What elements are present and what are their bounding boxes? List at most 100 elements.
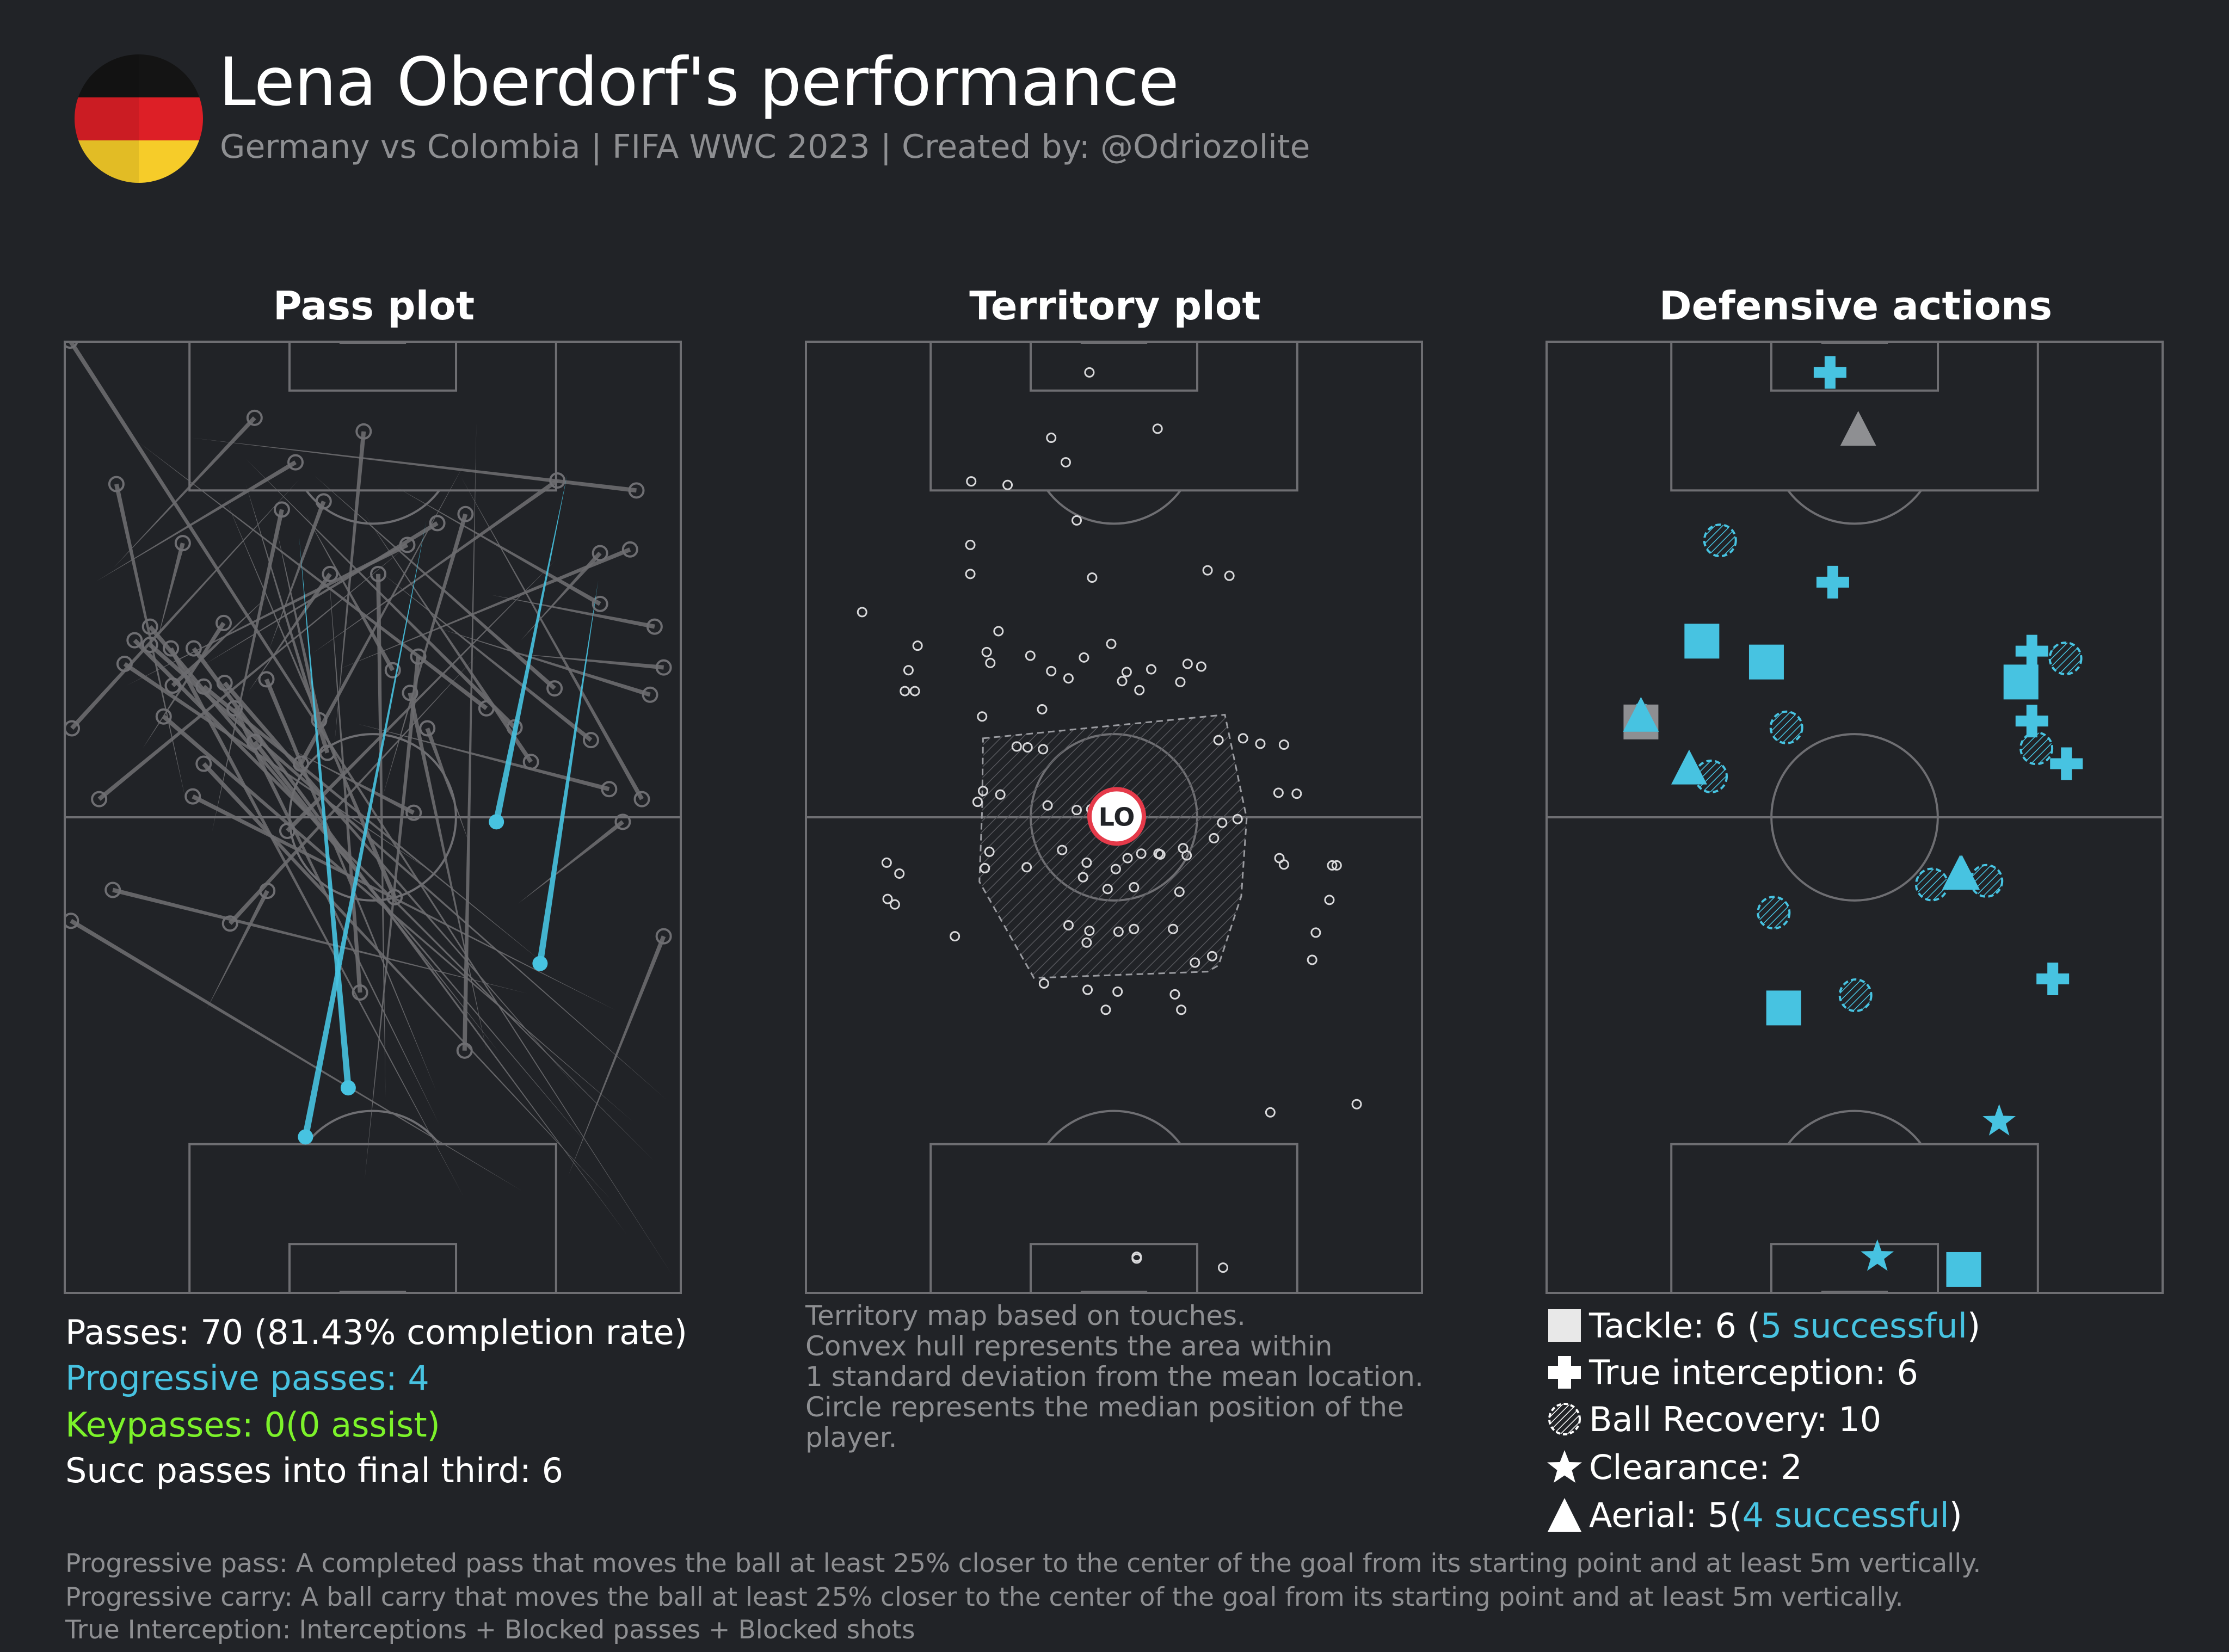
legend-tackle-label: Tackle: 6 (	[1589, 1305, 1760, 1346]
pass-line-line	[364, 513, 533, 763]
penalty-area-top	[1670, 341, 2039, 492]
pass-start-point	[126, 632, 143, 649]
pass-start-point	[410, 648, 427, 665]
legend-tackle-suffix: )	[1967, 1305, 1981, 1346]
pitch-lines	[805, 341, 1423, 1294]
defensive-actions-title: Defensive actions	[1659, 283, 2053, 329]
touch-point	[881, 857, 892, 868]
pass-line	[64, 479, 299, 737]
pass-start-point	[155, 708, 172, 725]
territory-note: Territory map based on touches. Convex h…	[805, 1300, 1469, 1453]
touch-point	[966, 476, 977, 487]
touch-point	[1122, 853, 1133, 864]
median-position-label: LO	[1099, 802, 1135, 831]
touch-point	[1327, 860, 1338, 871]
touch-point	[1100, 1004, 1111, 1015]
pass-line	[113, 409, 263, 568]
touch-point	[894, 868, 905, 879]
pass-start-point	[646, 618, 663, 635]
pass-line-line	[336, 547, 631, 670]
pass-line-line	[568, 935, 666, 1176]
touch-point	[1134, 685, 1145, 695]
progressive-pass-start-point	[532, 956, 548, 971]
pass-start-point	[273, 501, 290, 518]
territory-note-line: Convex hull represents the area within	[805, 1330, 1333, 1362]
pass-start-point	[215, 614, 232, 631]
penalty-arc-top	[1787, 490, 1922, 525]
penalty-area-top	[188, 341, 557, 492]
pass-line	[419, 720, 470, 843]
pass-line-line	[190, 437, 637, 493]
pass-line	[248, 565, 338, 692]
touch-point	[1217, 1262, 1228, 1273]
pass-line-line	[381, 513, 468, 799]
pass-line-line	[206, 890, 269, 1010]
pass-line	[116, 656, 441, 878]
touch-point	[1129, 882, 1140, 892]
touch-point	[1002, 479, 1013, 490]
goal-area-top	[1029, 341, 1199, 392]
pass-line-line	[149, 643, 667, 1100]
pass-line	[226, 700, 439, 1124]
pass-line-line	[245, 483, 330, 754]
touch-point	[1291, 788, 1302, 799]
touch-point	[1169, 989, 1180, 1000]
touch-point	[1082, 984, 1093, 995]
touch-point	[1237, 733, 1248, 744]
pass-start-point	[246, 733, 263, 750]
ball-recovery-marker	[1915, 867, 1949, 902]
pass-line	[205, 515, 446, 664]
pass-start-point	[226, 700, 243, 717]
germany-flag-icon	[75, 54, 203, 183]
pass-line-line	[364, 656, 421, 1181]
pass-line	[293, 463, 465, 772]
progressive-passes-stat: Progressive passes: 4	[65, 1358, 429, 1398]
pass-line-line	[224, 496, 397, 898]
pass-line	[402, 685, 488, 1055]
touch-point	[900, 686, 910, 696]
legend-aerial-suffix: )	[1949, 1495, 1962, 1535]
touch-point	[1324, 895, 1335, 905]
touch-point	[857, 607, 867, 618]
penalty-arc-bottom	[1046, 1109, 1181, 1145]
touch-point	[1168, 923, 1179, 934]
pass-line	[212, 501, 290, 833]
touch-point	[1176, 1004, 1187, 1015]
pass-line-line	[232, 707, 439, 1124]
pass-start-point	[546, 680, 563, 697]
pass-line-line	[112, 887, 527, 994]
progressive-pass	[299, 537, 356, 1096]
legend-aerial-success: 4 successful	[1742, 1495, 1949, 1535]
pass-start-point	[163, 640, 180, 657]
progressive-pass-line	[493, 474, 568, 823]
pass-line-line	[228, 654, 478, 925]
penalty-arc-bottom	[1787, 1109, 1922, 1145]
final-third-passes-stat: Succ passes into final third: 6	[65, 1451, 564, 1490]
pass-line	[216, 675, 581, 1093]
pass-start-point	[592, 545, 608, 562]
touch-point	[1038, 744, 1049, 755]
touch-point	[1038, 978, 1049, 989]
convex-hull	[978, 713, 1248, 979]
touch-point	[972, 797, 983, 807]
pass-start-point	[216, 675, 233, 692]
pass-line	[518, 654, 672, 676]
pass-start-point	[614, 813, 631, 830]
pass-line-line	[491, 595, 655, 629]
defensive-actions-pitch	[1545, 341, 2164, 1294]
touch-point	[1102, 884, 1113, 895]
progressive-pass-start-point	[340, 1080, 356, 1096]
pass-start-point	[64, 341, 78, 349]
progressive-pass	[532, 580, 599, 971]
pass-line	[461, 477, 650, 807]
pass-line-line	[276, 528, 322, 721]
pass-start-point	[405, 804, 422, 821]
legend-tackle: Tackle: 6 (5 successful)	[1545, 1304, 1980, 1347]
touch-point	[1206, 951, 1217, 961]
interception-marker	[1816, 565, 1849, 599]
pass-line	[357, 724, 618, 798]
pass-start-point	[287, 454, 304, 471]
pass-line-line	[171, 595, 269, 687]
pass-start-point	[352, 984, 368, 1001]
touch-point	[1209, 833, 1220, 843]
